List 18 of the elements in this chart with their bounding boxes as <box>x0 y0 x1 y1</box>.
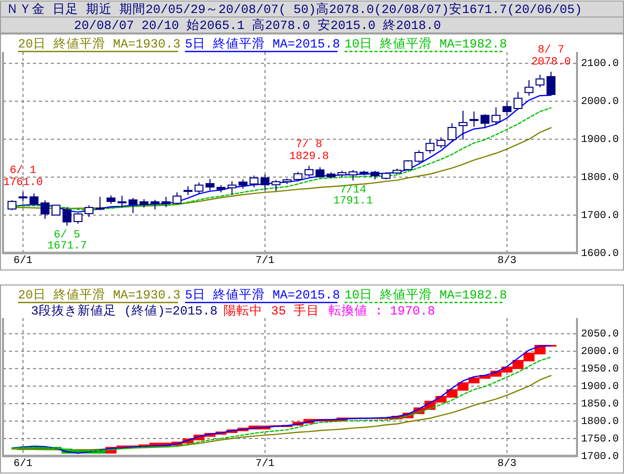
y-tick-label: 2100.0 <box>581 58 619 70</box>
annotation: 7/ 8 1829.8 <box>289 138 329 163</box>
y-tick-label: 1900.0 <box>581 134 619 146</box>
annotation: 7/14 1791.1 <box>333 184 374 208</box>
annotation: 6/ 5 1671.7 <box>47 230 87 253</box>
x-tick-label: 8/3 <box>498 254 516 267</box>
x-tick-label: 6/1 <box>14 254 32 267</box>
y-tick-label: 1700.0 <box>581 210 619 222</box>
y-tick-label: 1600.0 <box>581 248 619 260</box>
y-tick-label: 1800.0 <box>581 172 619 184</box>
chart-subtitle: 20/08/07 20/10 始2065.1 高2078.0 安2015.0 終2018.0 <box>74 16 442 33</box>
y-tick-label: 2000.0 <box>581 96 619 108</box>
text: 10日 終値平滑 MA=1982.8 <box>344 36 508 52</box>
annotation: 8/ 7 2078.0 <box>531 44 571 69</box>
text: 5日 終値平滑 MA=2015.8 <box>185 36 340 52</box>
annotation: 6/ 1 1761.0 <box>3 164 43 189</box>
text: 20日 終値平滑 MA=1930.3 <box>18 36 181 52</box>
x-tick-label: 7/1 <box>256 254 274 267</box>
